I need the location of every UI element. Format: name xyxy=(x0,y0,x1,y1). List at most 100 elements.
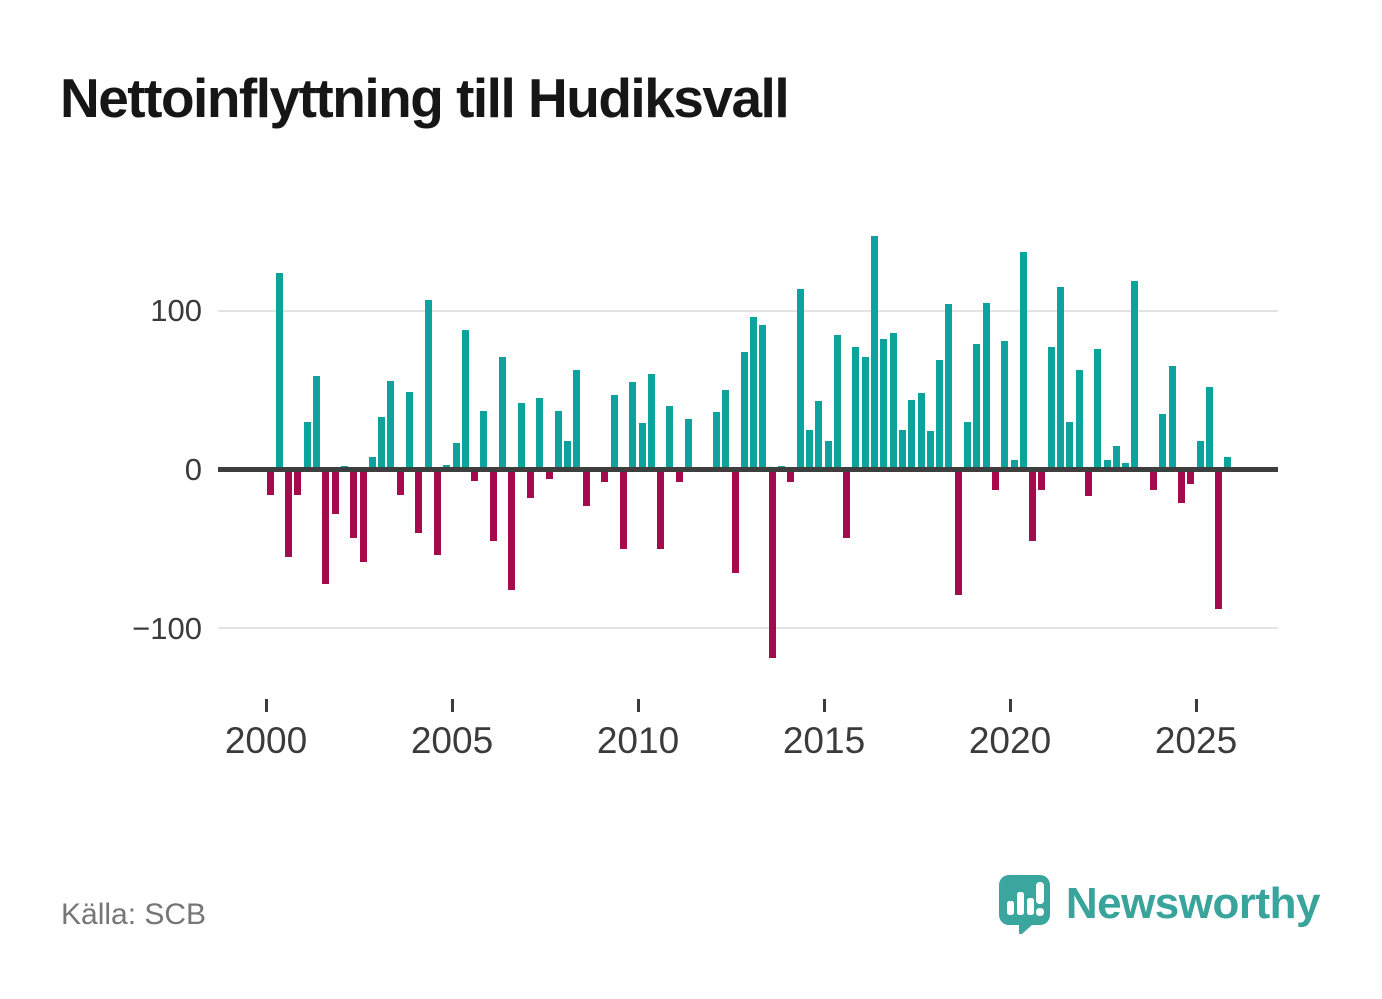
bar-2025-Q4 xyxy=(1224,456,1232,470)
bar-2025-Q3 xyxy=(1215,469,1223,610)
x-axis-tick-2000 xyxy=(264,699,268,712)
bar-2016-Q4 xyxy=(889,333,897,470)
bar-2001-Q3 xyxy=(322,469,330,584)
x-axis-label-2020: 2020 xyxy=(968,720,1052,761)
bar-2013-Q2 xyxy=(759,325,767,470)
bar-2001-Q4 xyxy=(331,469,339,514)
bar-2007-Q3 xyxy=(545,469,553,480)
x-axis-tick-2015 xyxy=(822,699,826,712)
bar-2009-Q1 xyxy=(601,469,609,483)
bar-2000-Q2 xyxy=(275,272,283,470)
bar-2004-Q2 xyxy=(424,299,432,470)
bar-2021-Q3 xyxy=(1066,421,1074,470)
bar-2021-Q2 xyxy=(1057,286,1064,470)
bar-2018-Q2 xyxy=(945,304,953,470)
gridline-100 xyxy=(218,309,1278,312)
bar-2012-Q4 xyxy=(740,352,748,470)
brand-logo: Newsworthy xyxy=(998,874,1321,935)
bar-2020-Q2 xyxy=(1019,252,1027,470)
x-axis-tick-2020 xyxy=(1008,699,1012,712)
bar-2002-Q3 xyxy=(359,469,367,562)
bar-2016-Q1 xyxy=(861,356,869,470)
bar-2005-Q2 xyxy=(461,329,469,470)
bar-2022-Q1 xyxy=(1084,469,1092,497)
bar-2019-Q2 xyxy=(982,302,990,470)
bar-2023-Q1 xyxy=(1122,463,1130,470)
bar-2015-Q1 xyxy=(824,440,832,470)
x-axis-tick-2010 xyxy=(636,699,640,712)
brand-name: Newsworthy xyxy=(1065,879,1321,928)
x-axis-label-2015: 2015 xyxy=(782,720,866,761)
bar-2002-Q2 xyxy=(350,469,358,538)
bar-2017-Q4 xyxy=(926,431,934,470)
bar-2014-Q3 xyxy=(805,429,813,470)
x-axis-tick-2005 xyxy=(450,699,454,712)
x-axis-label-2005: 2005 xyxy=(410,720,494,761)
x-axis-label-2010: 2010 xyxy=(596,720,680,761)
bar-2022-Q4 xyxy=(1112,445,1120,470)
bar-2012-Q2 xyxy=(722,390,730,470)
bar-2008-Q1 xyxy=(564,440,572,470)
bar-2010-Q3 xyxy=(657,469,665,549)
bar-2006-Q4 xyxy=(517,402,525,470)
bar-2016-Q2 xyxy=(871,236,878,470)
bar-2017-Q2 xyxy=(908,399,916,470)
bar-2021-Q4 xyxy=(1075,369,1083,470)
bar-2017-Q3 xyxy=(917,393,925,470)
bar-2024-Q2 xyxy=(1168,366,1176,470)
bar-2024-Q4 xyxy=(1187,469,1195,484)
bar-2009-Q2 xyxy=(610,394,618,470)
bar-2014-Q2 xyxy=(796,288,804,470)
bar-2003-Q4 xyxy=(406,391,413,470)
bar-2007-Q4 xyxy=(554,410,562,470)
bar-2020-Q1 xyxy=(1010,459,1018,470)
bar-2012-Q3 xyxy=(731,469,739,573)
bar-2006-Q1 xyxy=(489,469,497,541)
bar-2001-Q1 xyxy=(303,421,311,470)
bar-2023-Q2 xyxy=(1131,280,1139,470)
bar-2018-Q1 xyxy=(936,359,944,470)
bar-2000-Q4 xyxy=(294,469,302,495)
bar-2010-Q4 xyxy=(666,406,674,470)
bar-2024-Q1 xyxy=(1159,413,1167,470)
bar-2000-Q1 xyxy=(266,469,274,495)
bar-2010-Q1 xyxy=(638,423,646,470)
bar-2019-Q4 xyxy=(1001,340,1009,470)
bar-2008-Q3 xyxy=(582,469,590,506)
x-axis-tick-2025 xyxy=(1194,699,1198,712)
bar-2025-Q2 xyxy=(1205,386,1213,470)
bar-2019-Q1 xyxy=(973,344,981,470)
bar-2004-Q3 xyxy=(433,469,441,556)
bar-2015-Q4 xyxy=(852,347,860,470)
bar-2022-Q3 xyxy=(1103,459,1111,470)
bar-2009-Q4 xyxy=(629,382,637,470)
bar-2003-Q3 xyxy=(396,469,404,495)
bar-2008-Q2 xyxy=(573,369,581,470)
x-axis-label-2025: 2025 xyxy=(1154,720,1238,761)
bar-2021-Q1 xyxy=(1047,347,1055,470)
bar-2019-Q3 xyxy=(991,469,999,491)
bar-2023-Q4 xyxy=(1150,469,1157,491)
bar-2001-Q2 xyxy=(313,375,320,470)
bar-2016-Q3 xyxy=(880,339,888,470)
bar-2011-Q1 xyxy=(675,469,683,483)
bar-2004-Q1 xyxy=(415,469,423,533)
x-axis-label-2000: 2000 xyxy=(224,720,308,761)
y-axis-label-100: 100 xyxy=(150,293,202,329)
bar-2025-Q1 xyxy=(1196,440,1204,470)
bar-2012-Q1 xyxy=(712,412,720,470)
bar-2013-Q1 xyxy=(750,317,758,470)
bar-2024-Q3 xyxy=(1177,469,1185,503)
bar-2005-Q1 xyxy=(452,442,460,470)
bar-2005-Q3 xyxy=(471,469,479,481)
bar-2017-Q1 xyxy=(898,429,906,470)
bar-2003-Q2 xyxy=(387,380,395,470)
y-axis-label-0: 0 xyxy=(184,452,202,487)
bar-2006-Q2 xyxy=(499,356,506,470)
bar-2015-Q2 xyxy=(833,334,841,470)
y-axis-label-−100: −100 xyxy=(132,610,202,646)
bar-2006-Q3 xyxy=(508,469,516,591)
zero-axis-line xyxy=(218,467,1278,472)
